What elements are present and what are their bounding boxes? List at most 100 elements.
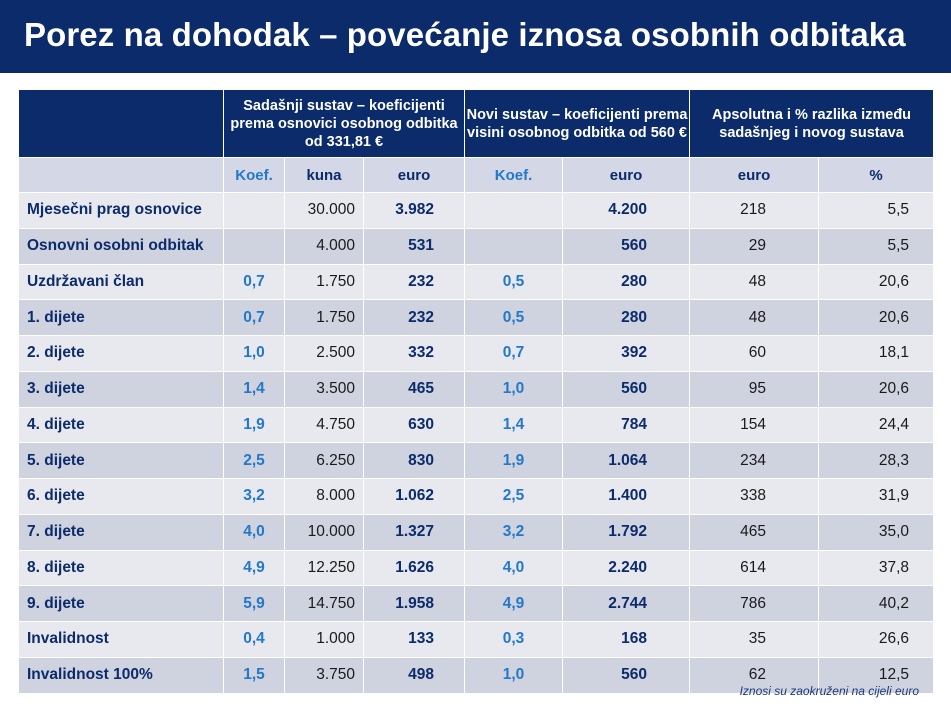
table-row: 5. dijete 2,5 6.250 830 1,9 1.064 234 28,3: [18, 442, 935, 479]
cell-euro-new: 4.200: [561, 192, 691, 229]
header-new-system: Novi sustav – koeficijenti prema visini …: [463, 89, 691, 158]
cell-kuna: 6.250: [284, 442, 364, 479]
cell-kuna: 30.000: [284, 192, 364, 229]
cell-euro-new: 2.240: [561, 549, 691, 587]
cell-pct-diff: 40,2: [818, 585, 935, 622]
cell-pct-diff: 24,4: [818, 406, 935, 444]
cell-euro-current: 3.982: [363, 192, 465, 229]
cell-euro-new: 280: [561, 263, 691, 301]
cell-euro-current: 1.327: [363, 513, 465, 551]
row-label: 6. dijete: [18, 478, 224, 515]
cell-koef-current: 0,4: [223, 621, 285, 658]
row-label: 8. dijete: [18, 549, 224, 587]
col-euro-diff: euro: [689, 157, 820, 193]
cell-euro-diff: 29: [689, 227, 820, 265]
cell-euro-diff: 95: [689, 370, 820, 408]
cell-euro-new: 392: [561, 335, 691, 372]
cell-euro-diff: 218: [689, 192, 820, 229]
cell-euro-new: 2.744: [561, 585, 691, 622]
cell-kuna: 1.750: [284, 299, 364, 336]
table-row: 9. dijete 5,9 14.750 1.958 4,9 2.744 786 40,2: [18, 585, 935, 622]
cell-pct-diff: 18,1: [818, 335, 935, 372]
deductions-table: Sadašnji sustav – koeficijenti prema osn…: [18, 89, 935, 694]
table-row: Osnovni osobni odbitak 4.000 531 560 29 5,5: [18, 227, 935, 265]
cell-euro-current: 630: [363, 406, 465, 444]
row-label: 1. dijete: [18, 299, 224, 336]
cell-kuna: 4.750: [284, 406, 364, 444]
table-row: 8. dijete 4,9 12.250 1.626 4,0 2.240 614 37,8: [18, 549, 935, 587]
cell-koef-current: [223, 227, 285, 265]
col-euro-current: euro: [363, 157, 465, 193]
cell-euro-new: 560: [561, 370, 691, 408]
cell-kuna: 1.750: [284, 263, 364, 301]
cell-koef-new: 0,3: [464, 621, 563, 658]
cell-pct-diff: 5,5: [818, 227, 935, 265]
cell-koef-new: 1,9: [464, 442, 563, 479]
cell-pct-diff: 28,3: [818, 442, 935, 479]
cell-koef-current: 0,7: [223, 263, 285, 301]
cell-euro-current: 830: [363, 442, 465, 479]
cell-koef-current: 1,9: [223, 406, 285, 444]
table-row: Invalidnost 0,4 1.000 133 0,3 168 35 26,6: [18, 621, 935, 658]
table-column-header-row: Koef. kuna euro Koef. euro euro %: [18, 157, 935, 193]
cell-euro-new: 168: [561, 621, 691, 658]
cell-euro-current: 232: [363, 299, 465, 336]
cell-euro-current: 498: [363, 656, 465, 694]
cell-kuna: 14.750: [284, 585, 364, 622]
footnote: Iznosi su zaokruženi na cijeli euro: [739, 684, 919, 698]
table-row: Uzdržavani član 0,7 1.750 232 0,5 280 48 20,6: [18, 263, 935, 301]
row-label: 2. dijete: [18, 335, 224, 372]
cell-pct-diff: 5,5: [818, 192, 935, 229]
cell-koef-new: 4,0: [464, 549, 563, 587]
col-pct-diff: %: [818, 157, 935, 193]
table-row: Mjesečni prag osnovice 30.000 3.982 4.200 21…: [18, 192, 935, 229]
cell-euro-current: 1.062: [363, 478, 465, 515]
header-empty-cell: [18, 89, 224, 158]
cell-koef-current: 0,7: [223, 299, 285, 336]
cell-euro-diff: 48: [689, 299, 820, 336]
cell-koef-new: 4,9: [464, 585, 563, 622]
page-title: Porez na dohodak – povećanje iznosa osob…: [24, 16, 906, 53]
cell-koef-current: 4,0: [223, 513, 285, 551]
cell-euro-diff: 338: [689, 478, 820, 515]
cell-koef-current: 2,5: [223, 442, 285, 479]
cell-kuna: 2.500: [284, 335, 364, 372]
cell-koef-current: 4,9: [223, 549, 285, 587]
cell-euro-new: 1.792: [561, 513, 691, 551]
cell-koef-current: 1,4: [223, 370, 285, 408]
cell-pct-diff: 12,5: [818, 656, 935, 694]
cell-koef-new: 3,2: [464, 513, 563, 551]
cell-kuna: 12.250: [284, 549, 364, 587]
row-label: 5. dijete: [18, 442, 224, 479]
row-label: Osnovni osobni odbitak: [18, 227, 224, 265]
cell-koef-new: 0,7: [464, 335, 563, 372]
cell-koef-current: 1,0: [223, 335, 285, 372]
cell-koef-new: 0,5: [464, 263, 563, 301]
header-current-system: Sadašnji sustav – koeficijenti prema osn…: [223, 89, 465, 158]
col-koef-new: Koef.: [464, 157, 563, 193]
cell-euro-current: 465: [363, 370, 465, 408]
table-group-header-row: Sadašnji sustav – koeficijenti prema osn…: [18, 89, 935, 158]
table-row: 3. dijete 1,4 3.500 465 1,0 560 95 20,6: [18, 370, 935, 408]
cell-koef-new: 1,0: [464, 370, 563, 408]
cell-euro-new: 560: [561, 227, 691, 265]
table-row: Invalidnost 100% 1,5 3.750 498 1,0 560 62 12,5: [18, 656, 935, 694]
col-euro-new: euro: [561, 157, 691, 193]
cell-pct-diff: 20,6: [818, 299, 935, 336]
row-label: 4. dijete: [18, 406, 224, 444]
cell-koef-current: [223, 192, 285, 229]
cell-pct-diff: 37,8: [818, 549, 935, 587]
cell-euro-current: 332: [363, 335, 465, 372]
cell-koef-new: 1,4: [464, 406, 563, 444]
cell-koef-current: 5,9: [223, 585, 285, 622]
cell-koef-current: 1,5: [223, 656, 285, 694]
cell-euro-new: 280: [561, 299, 691, 336]
row-label: Mjesečni prag osnovice: [18, 192, 224, 229]
cell-euro-new: 560: [561, 656, 691, 694]
cell-kuna: 3.750: [284, 656, 364, 694]
row-label: Invalidnost: [18, 621, 224, 658]
header-difference: Apsolutna i % razlika između sadašnjeg i…: [689, 89, 935, 158]
cell-euro-current: 531: [363, 227, 465, 265]
col-koef-current: Koef.: [223, 157, 285, 193]
cell-euro-current: 1.626: [363, 549, 465, 587]
